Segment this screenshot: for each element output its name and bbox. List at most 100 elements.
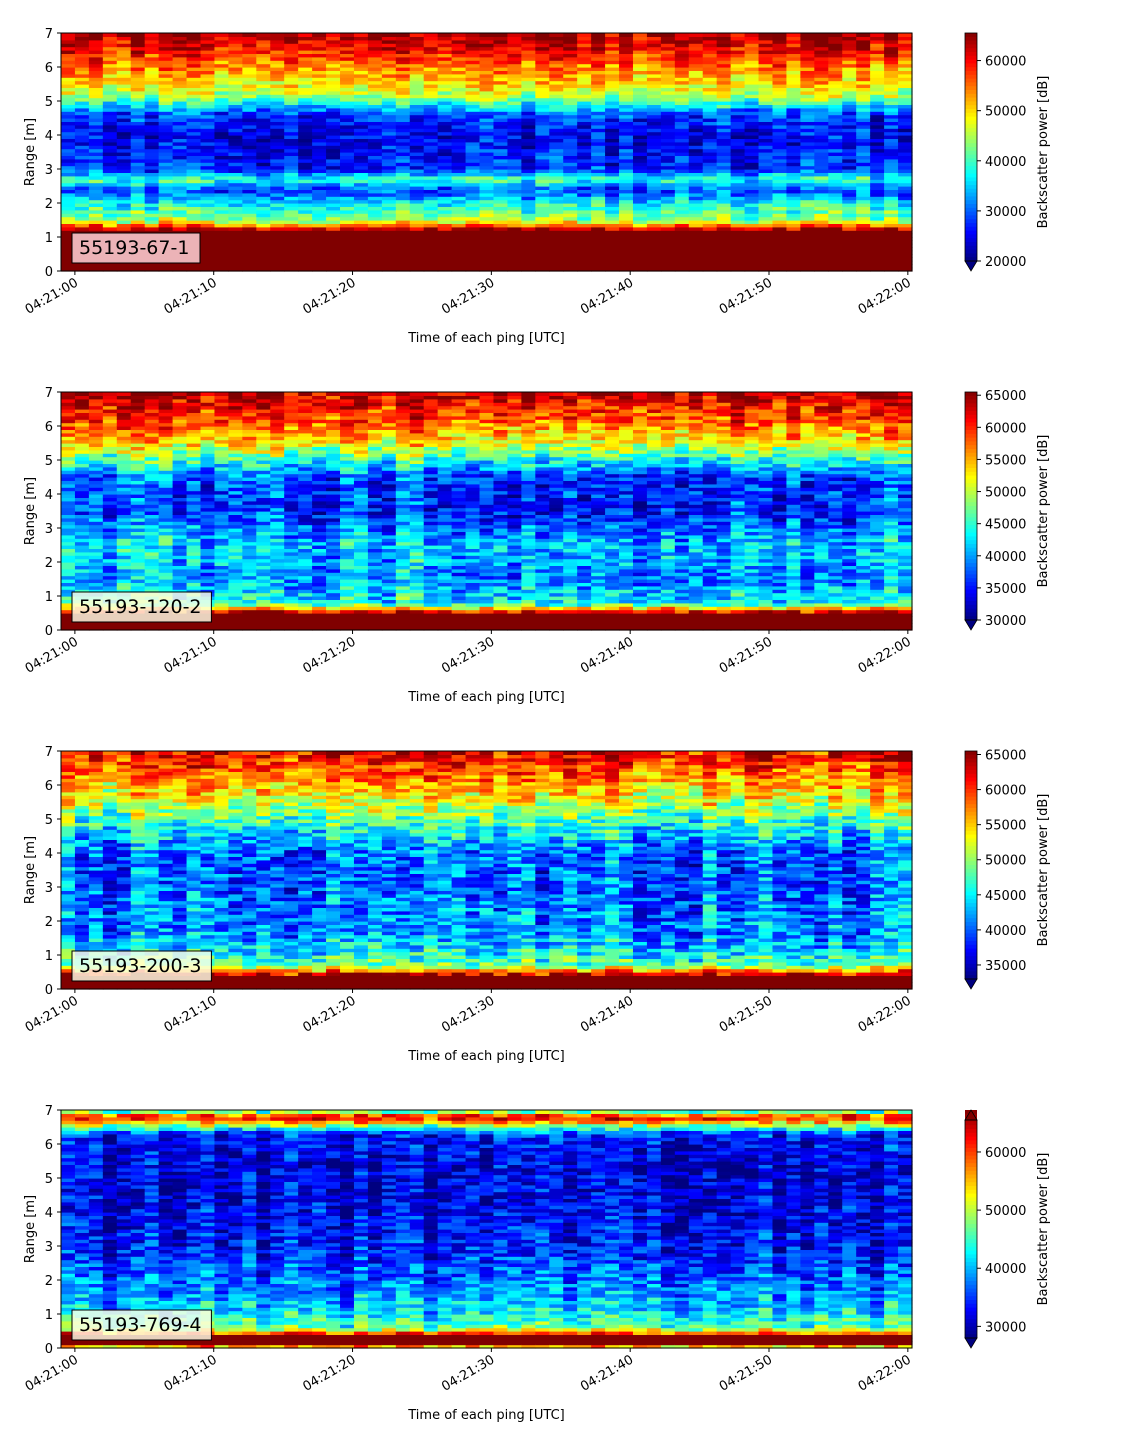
heatmap-cell <box>74 97 90 102</box>
heatmap-cell <box>214 36 230 41</box>
heatmap-cell <box>758 158 774 163</box>
heatmap-cell <box>116 172 132 177</box>
heatmap-cell <box>172 97 188 102</box>
y-tick-label: 6 <box>45 61 53 76</box>
heatmap-cell <box>814 250 829 255</box>
heatmap-cell <box>744 80 760 85</box>
heatmap-cell <box>507 203 522 207</box>
heatmap-cell <box>465 230 481 235</box>
heatmap-cell <box>730 260 746 265</box>
heatmap-cell <box>61 517 76 522</box>
heatmap-cell <box>758 169 774 173</box>
heatmap-cell <box>646 199 662 204</box>
heatmap-cell <box>409 206 425 211</box>
heatmap-cell <box>395 165 411 170</box>
heatmap-cell <box>758 203 774 207</box>
heatmap-cell <box>688 209 704 214</box>
heatmap-cell <box>535 165 550 170</box>
heatmap-cell <box>702 67 718 71</box>
heatmap-cell <box>130 514 146 519</box>
heatmap-cell <box>591 230 606 235</box>
heatmap-cell <box>842 169 857 173</box>
heatmap-cell <box>688 128 704 133</box>
heatmap-cell <box>409 90 425 95</box>
heatmap-cell <box>814 104 829 109</box>
heatmap-cell <box>172 541 188 546</box>
heatmap-cell <box>674 131 690 136</box>
heatmap-cell <box>884 254 899 258</box>
heatmap-cell <box>646 186 662 190</box>
heatmap-cell <box>102 182 118 187</box>
heatmap-cell <box>61 514 76 519</box>
heatmap-cell <box>298 162 313 167</box>
heatmap-cell <box>116 60 132 65</box>
heatmap-cell <box>451 199 467 204</box>
heatmap-cell <box>702 46 718 51</box>
heatmap-cell <box>102 572 118 577</box>
heatmap-cell <box>312 43 327 48</box>
heatmap-cell <box>102 426 118 430</box>
heatmap-cell <box>158 192 174 197</box>
heatmap-cell <box>660 209 676 214</box>
heatmap-cell <box>605 33 620 37</box>
heatmap-cell <box>312 213 327 218</box>
heatmap-cell <box>646 233 662 238</box>
heatmap-cell <box>842 36 857 41</box>
heatmap-cell <box>591 118 606 122</box>
heatmap-cell <box>828 56 843 61</box>
heatmap-cell <box>870 33 885 37</box>
heatmap-cell <box>381 53 397 58</box>
heatmap-cell <box>465 56 481 61</box>
heatmap-cell <box>88 439 104 444</box>
heatmap-cell <box>312 199 327 204</box>
colorbar-segment <box>965 120 977 125</box>
heatmap-cell <box>521 131 536 136</box>
heatmap-cell <box>772 267 788 272</box>
heatmap-cell <box>200 152 216 156</box>
heatmap-cell <box>856 114 871 119</box>
heatmap-cell <box>298 172 313 177</box>
heatmap-cell <box>493 101 509 105</box>
heatmap-cell <box>591 226 606 231</box>
heatmap-cell <box>535 104 550 109</box>
heatmap-cell <box>423 77 439 82</box>
heatmap-cell <box>465 104 481 109</box>
heatmap-cell <box>298 33 313 37</box>
heatmap-cell <box>898 60 913 65</box>
heatmap-cell <box>507 50 522 54</box>
heatmap-cell <box>563 107 578 112</box>
heatmap-cell <box>228 165 243 170</box>
heatmap-cell <box>256 206 271 211</box>
heatmap-cell <box>74 155 90 160</box>
heatmap-cell <box>102 504 118 509</box>
heatmap-cell <box>186 199 202 204</box>
heatmap-cell <box>326 101 341 105</box>
heatmap-cell <box>549 97 564 102</box>
heatmap-cell <box>828 250 843 255</box>
heatmap-cell <box>702 73 718 78</box>
heatmap-cell <box>786 250 801 255</box>
heatmap-cell <box>856 118 871 122</box>
heatmap-cell <box>577 60 592 65</box>
heatmap-cell <box>856 111 871 116</box>
heatmap-cell <box>172 152 188 156</box>
heatmap-cell <box>214 155 230 160</box>
heatmap-cell <box>786 254 801 258</box>
heatmap-cell <box>242 257 257 262</box>
heatmap-cell <box>856 128 871 133</box>
heatmap-cell <box>130 192 146 197</box>
heatmap-cell <box>493 199 509 204</box>
heatmap-cell <box>451 209 467 214</box>
heatmap-cell <box>158 480 174 485</box>
heatmap-cell <box>688 36 704 41</box>
heatmap-cell <box>884 53 899 58</box>
heatmap-cell <box>298 138 313 143</box>
heatmap-cell <box>172 138 188 143</box>
heatmap-cell <box>870 165 885 170</box>
heatmap-cell <box>298 247 313 252</box>
heatmap-cell <box>102 199 118 204</box>
heatmap-cell <box>716 267 732 272</box>
heatmap-cell <box>828 267 843 272</box>
heatmap-cell <box>856 158 871 163</box>
